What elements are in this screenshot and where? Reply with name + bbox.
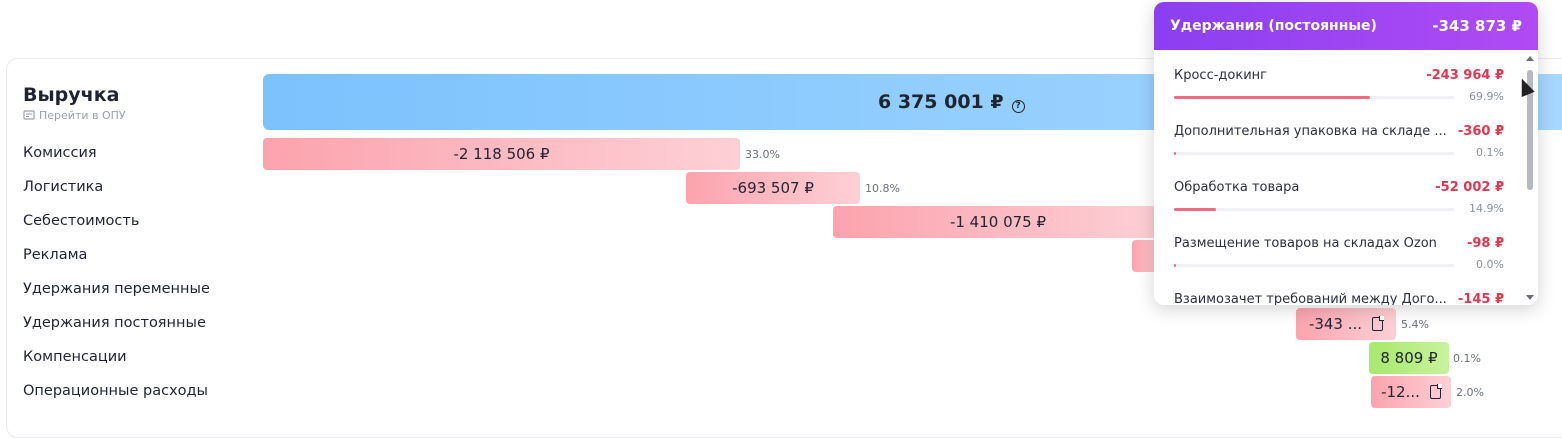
bar-logistics-value: -693 507 ₽ xyxy=(732,179,814,197)
item-name: Обработка товара xyxy=(1174,180,1300,195)
row-label-cost: Себестоимость xyxy=(23,213,140,229)
item-pct: 14.9% xyxy=(1469,202,1504,215)
bar-compensations-value: 8 809 ₽ xyxy=(1380,349,1438,367)
bar-operating-expenses-value: -12... xyxy=(1381,383,1420,401)
bar-operating-expenses[interactable]: -12... xyxy=(1371,376,1451,408)
scroll-down-icon[interactable] xyxy=(1526,295,1534,300)
bar-compensations[interactable]: 8 809 ₽ xyxy=(1369,342,1449,374)
item-progress-fill xyxy=(1174,96,1370,99)
scroll-up-icon[interactable] xyxy=(1526,56,1534,61)
item-pct: 0.0% xyxy=(1476,258,1504,271)
pct-commission: 33.0% xyxy=(745,148,780,161)
row-label-commission: Комиссия xyxy=(23,145,97,161)
pct-logistics: 10.8% xyxy=(865,182,900,195)
row-label-compensations: Компенсации xyxy=(23,349,127,365)
item-name: Дополнительная упаковка на складе ... xyxy=(1174,124,1447,139)
pct-compensations: 0.1% xyxy=(1453,352,1481,365)
bar-cost-value: -1 410 075 ₽ xyxy=(949,213,1047,231)
item-progress-track xyxy=(1174,152,1454,155)
item-progress-fill xyxy=(1174,152,1176,155)
pct-operating-expenses: 2.0% xyxy=(1456,386,1484,399)
item-value: -98 ₽ xyxy=(1466,236,1504,251)
page-title: Выручка xyxy=(23,84,120,106)
row-label-fixed-deductions: Удержания постоянные xyxy=(23,315,206,331)
row-label-ads: Реклама xyxy=(23,247,88,263)
row-label-variable-deductions: Удержания переменные xyxy=(23,281,210,297)
item-value: -360 ₽ xyxy=(1457,124,1504,139)
bar-cost[interactable]: -1 410 075 ₽ xyxy=(833,206,1163,238)
popup-title: Удержания (постоянные) xyxy=(1170,18,1377,34)
item-name: Кросс-докинг xyxy=(1174,68,1267,83)
help-icon[interactable]: ? xyxy=(1011,99,1025,113)
bar-fixed-deductions[interactable]: -343 ... xyxy=(1296,308,1396,340)
row-label-operating-expenses: Операционные расходы xyxy=(23,383,208,399)
popup-header: Удержания (постоянные) -343 873 ₽ xyxy=(1154,2,1538,50)
popup-scrollbar[interactable] xyxy=(1524,56,1536,300)
item-value: -145 ₽ xyxy=(1457,292,1504,305)
bar-commission[interactable]: -2 118 506 ₽ xyxy=(263,138,740,170)
item-name: Размещение товаров на складах Ozon xyxy=(1174,236,1437,251)
item-name: Взаимозачет требований между Дого... xyxy=(1174,292,1447,305)
bar-commission-value: -2 118 506 ₽ xyxy=(453,145,550,163)
item-pct: 69.9% xyxy=(1469,90,1504,103)
pct-fixed-deductions: 5.4% xyxy=(1401,318,1429,331)
opu-link-label: Перейти в ОПУ xyxy=(39,109,126,122)
opu-link[interactable]: Перейти в ОПУ xyxy=(23,109,126,122)
item-progress-track xyxy=(1174,96,1454,99)
scroll-thumb[interactable] xyxy=(1527,70,1533,190)
row-label-logistics: Логистика xyxy=(23,179,104,195)
popup-items-list[interactable]: Кросс-докинг -243 964 ₽ 69.9% Дополнител… xyxy=(1154,50,1524,305)
item-progress-fill xyxy=(1174,208,1216,211)
report-icon xyxy=(23,110,35,120)
popup-total: -343 873 ₽ xyxy=(1432,17,1522,35)
item-progress-track xyxy=(1174,208,1454,211)
document-icon[interactable] xyxy=(1429,384,1442,399)
item-value: -243 964 ₽ xyxy=(1426,68,1504,83)
bar-logistics[interactable]: -693 507 ₽ xyxy=(686,172,860,204)
item-progress-fill xyxy=(1174,264,1176,267)
bar-fixed-deductions-value: -343 ... xyxy=(1308,315,1363,333)
item-progress-track xyxy=(1174,264,1454,267)
item-pct: 0.1% xyxy=(1476,146,1504,159)
fixed-deductions-popup: Удержания (постоянные) -343 873 ₽ Кросс-… xyxy=(1154,2,1538,305)
revenue-total-value: 6 375 001 ₽? xyxy=(878,91,1025,113)
item-value: -52 002 ₽ xyxy=(1435,180,1504,195)
document-icon[interactable] xyxy=(1372,316,1385,331)
